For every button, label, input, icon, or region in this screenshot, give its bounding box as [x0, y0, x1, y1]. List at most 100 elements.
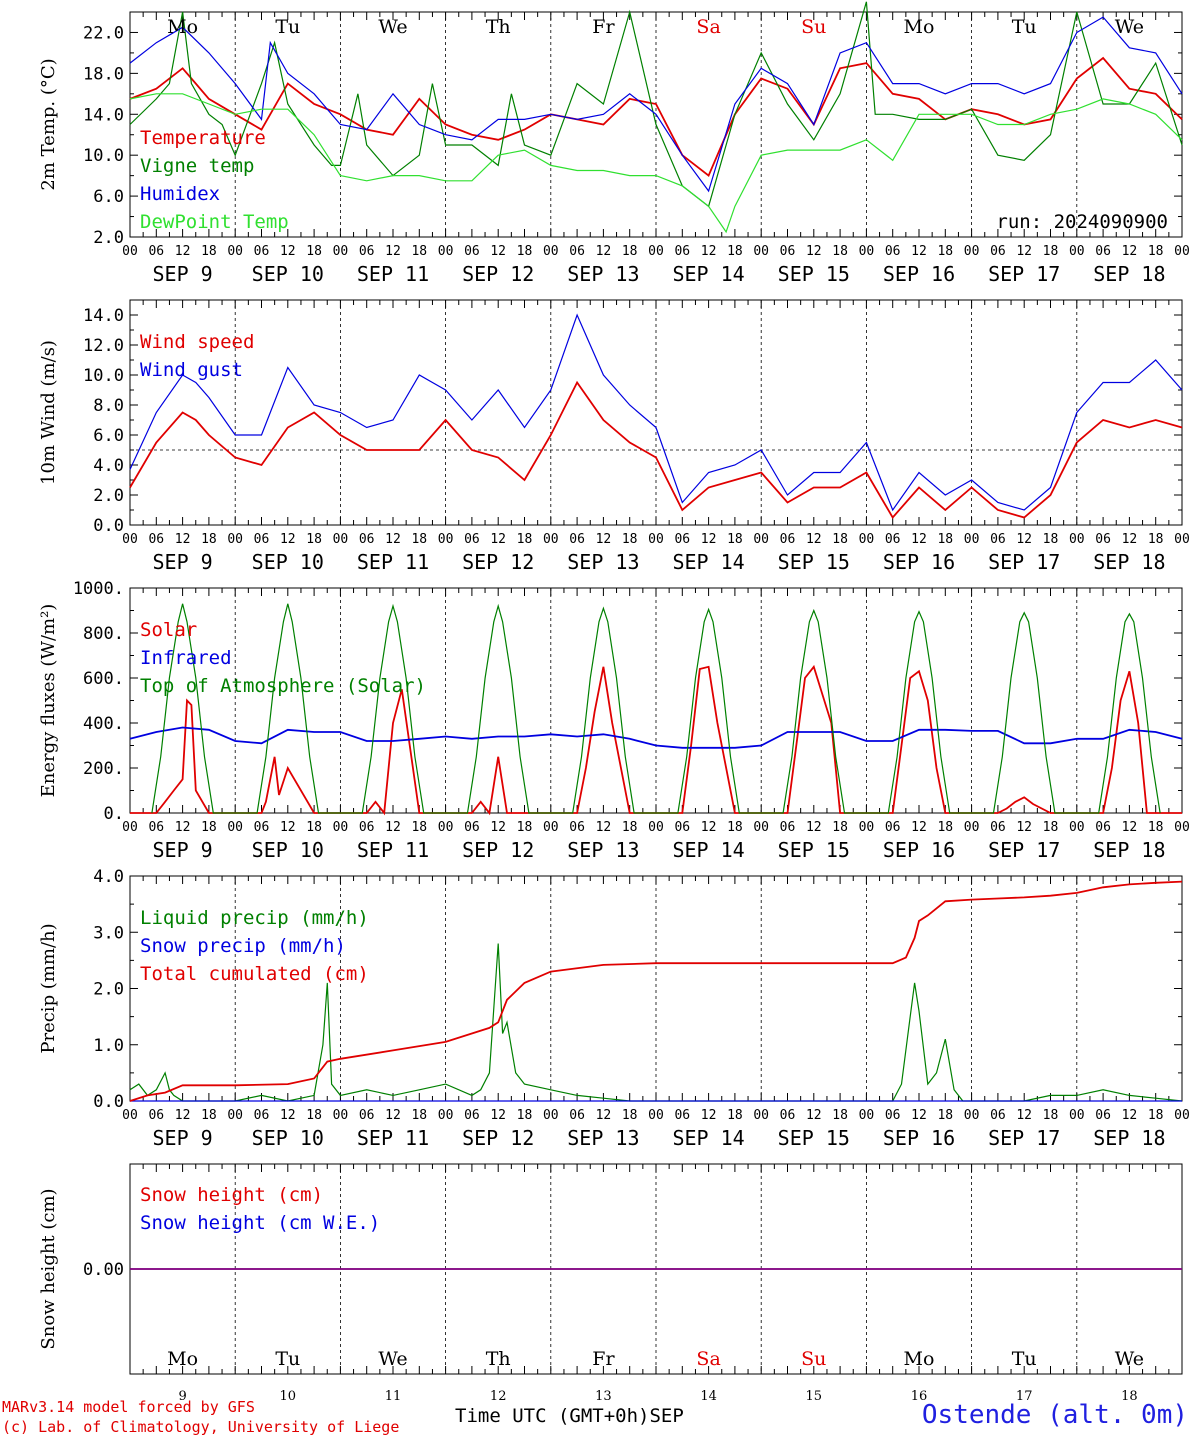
hour-tick-label: 12	[806, 532, 822, 547]
hour-tick-label: 18	[937, 820, 953, 835]
y-tick-label: 0.0	[93, 516, 124, 536]
hour-tick-label: 00	[438, 244, 454, 259]
hour-tick-label: 06	[990, 1108, 1006, 1123]
hour-tick-label: 06	[780, 1108, 796, 1123]
hour-tick-label: 06	[464, 244, 480, 259]
day-number-label: 11	[385, 1389, 402, 1404]
date-label: SEP 12	[462, 1126, 534, 1150]
hour-tick-label: 00	[227, 532, 243, 547]
hour-tick-label: 12	[701, 820, 717, 835]
hour-tick-label: 18	[1043, 1108, 1059, 1123]
y-tick-label: 4.0	[93, 867, 124, 887]
date-label: SEP 18	[1093, 838, 1165, 862]
hour-tick-label: 06	[148, 244, 164, 259]
legend-label: Humidex	[140, 183, 220, 205]
hour-tick-label: 00	[1174, 1108, 1190, 1123]
day-name-label: Tu	[1012, 1348, 1037, 1370]
day-name-label: Mo	[167, 1348, 198, 1370]
hour-tick-label: 06	[990, 244, 1006, 259]
hour-tick-label: 00	[333, 820, 349, 835]
y-tick-label: 800.	[83, 624, 124, 644]
hour-tick-label: 12	[806, 244, 822, 259]
hour-tick-label: 06	[464, 532, 480, 547]
hour-tick-label: 18	[306, 1108, 322, 1123]
y-tick-label: 4.0	[93, 456, 124, 476]
hour-tick-label: 00	[122, 1108, 138, 1123]
date-label: SEP 15	[778, 1126, 850, 1150]
hour-tick-label: 00	[1069, 820, 1085, 835]
y-tick-label: 2.0	[93, 228, 124, 248]
hour-tick-label: 18	[622, 532, 638, 547]
day-number-label: 12	[490, 1389, 507, 1404]
panel-3-frame	[129, 587, 1183, 814]
hour-tick-label: 00	[964, 532, 980, 547]
hour-tick-label: 12	[490, 532, 506, 547]
hour-tick-label: 18	[622, 1108, 638, 1123]
hour-tick-label: 06	[359, 244, 375, 259]
hour-tick-label: 18	[517, 244, 533, 259]
hour-tick-label: 00	[333, 1108, 349, 1123]
day-name-label: Sa	[696, 1348, 720, 1370]
y-tick-label: 10.0	[83, 146, 124, 166]
hour-tick-label: 18	[1148, 820, 1164, 835]
y-tick-label: 6.0	[93, 187, 124, 207]
hour-tick-label: 12	[1016, 532, 1032, 547]
hour-tick-label: 18	[411, 532, 427, 547]
day-number-label: 16	[911, 1389, 928, 1404]
y-axis-title: 10m Wind (m/s)	[38, 340, 59, 485]
hour-tick-label: 18	[517, 1108, 533, 1123]
hour-tick-label: 00	[859, 820, 875, 835]
hour-tick-label: 06	[359, 532, 375, 547]
hour-tick-label: 12	[175, 532, 191, 547]
legend-label: Wind speed	[140, 331, 254, 353]
hour-tick-label: 00	[648, 244, 664, 259]
date-label: SEP 16	[883, 838, 955, 862]
hour-tick-label: 18	[306, 820, 322, 835]
hour-tick-label: 12	[1122, 820, 1138, 835]
hour-tick-label: 12	[596, 820, 612, 835]
date-label: SEP 12	[462, 838, 534, 862]
hour-tick-label: 00	[1174, 820, 1190, 835]
hour-tick-label: 06	[254, 532, 270, 547]
day-name-label: Tu	[1012, 16, 1037, 38]
day-name-label: We	[378, 16, 407, 38]
hour-tick-label: 00	[122, 244, 138, 259]
hour-tick-label: 18	[1043, 532, 1059, 547]
date-label: SEP 12	[462, 262, 534, 286]
hour-tick-label: 18	[411, 820, 427, 835]
date-label: SEP 13	[567, 550, 639, 574]
hour-tick-label: 12	[806, 1108, 822, 1123]
hour-tick-label: 12	[911, 820, 927, 835]
hour-tick-label: 18	[201, 532, 217, 547]
hour-tick-label: 06	[254, 244, 270, 259]
legend-label: Temperature	[140, 127, 266, 149]
hour-tick-label: 18	[201, 244, 217, 259]
hour-tick-label: 00	[859, 244, 875, 259]
series-liquid-precip-mm-h-	[129, 943, 1183, 1102]
hour-tick-label: 12	[911, 1108, 927, 1123]
y-axis-title: Energy fluxes (W/m²)	[38, 604, 59, 798]
hour-tick-label: 00	[753, 244, 769, 259]
date-label: SEP 11	[357, 1126, 429, 1150]
date-label: SEP 16	[883, 1126, 955, 1150]
hour-tick-label: 18	[937, 1108, 953, 1123]
date-label: SEP 10	[252, 838, 324, 862]
hour-tick-label: 12	[806, 820, 822, 835]
y-tick-label: 2.0	[93, 486, 124, 506]
day-number-label: 15	[806, 1389, 823, 1404]
y-tick-label: 22.0	[83, 23, 124, 43]
day-name-label: Tu	[275, 1348, 300, 1370]
credit-line-1: MARv3.14 model forced by GFS	[2, 1398, 255, 1416]
day-name-label: Th	[486, 1348, 511, 1370]
y-tick-label: 10.0	[83, 366, 124, 386]
hour-tick-label: 12	[385, 820, 401, 835]
hour-tick-label: 18	[1148, 1108, 1164, 1123]
hour-tick-label: 12	[490, 1108, 506, 1123]
legend-label: Top of Atmosphere (Solar)	[140, 675, 426, 697]
day-name-label: We	[378, 1348, 407, 1370]
hour-tick-label: 06	[464, 820, 480, 835]
day-name-label: We	[1115, 16, 1144, 38]
day-name-label: We	[1115, 1348, 1144, 1370]
hour-tick-label: 06	[885, 820, 901, 835]
day-name-label: Sa	[696, 16, 720, 38]
